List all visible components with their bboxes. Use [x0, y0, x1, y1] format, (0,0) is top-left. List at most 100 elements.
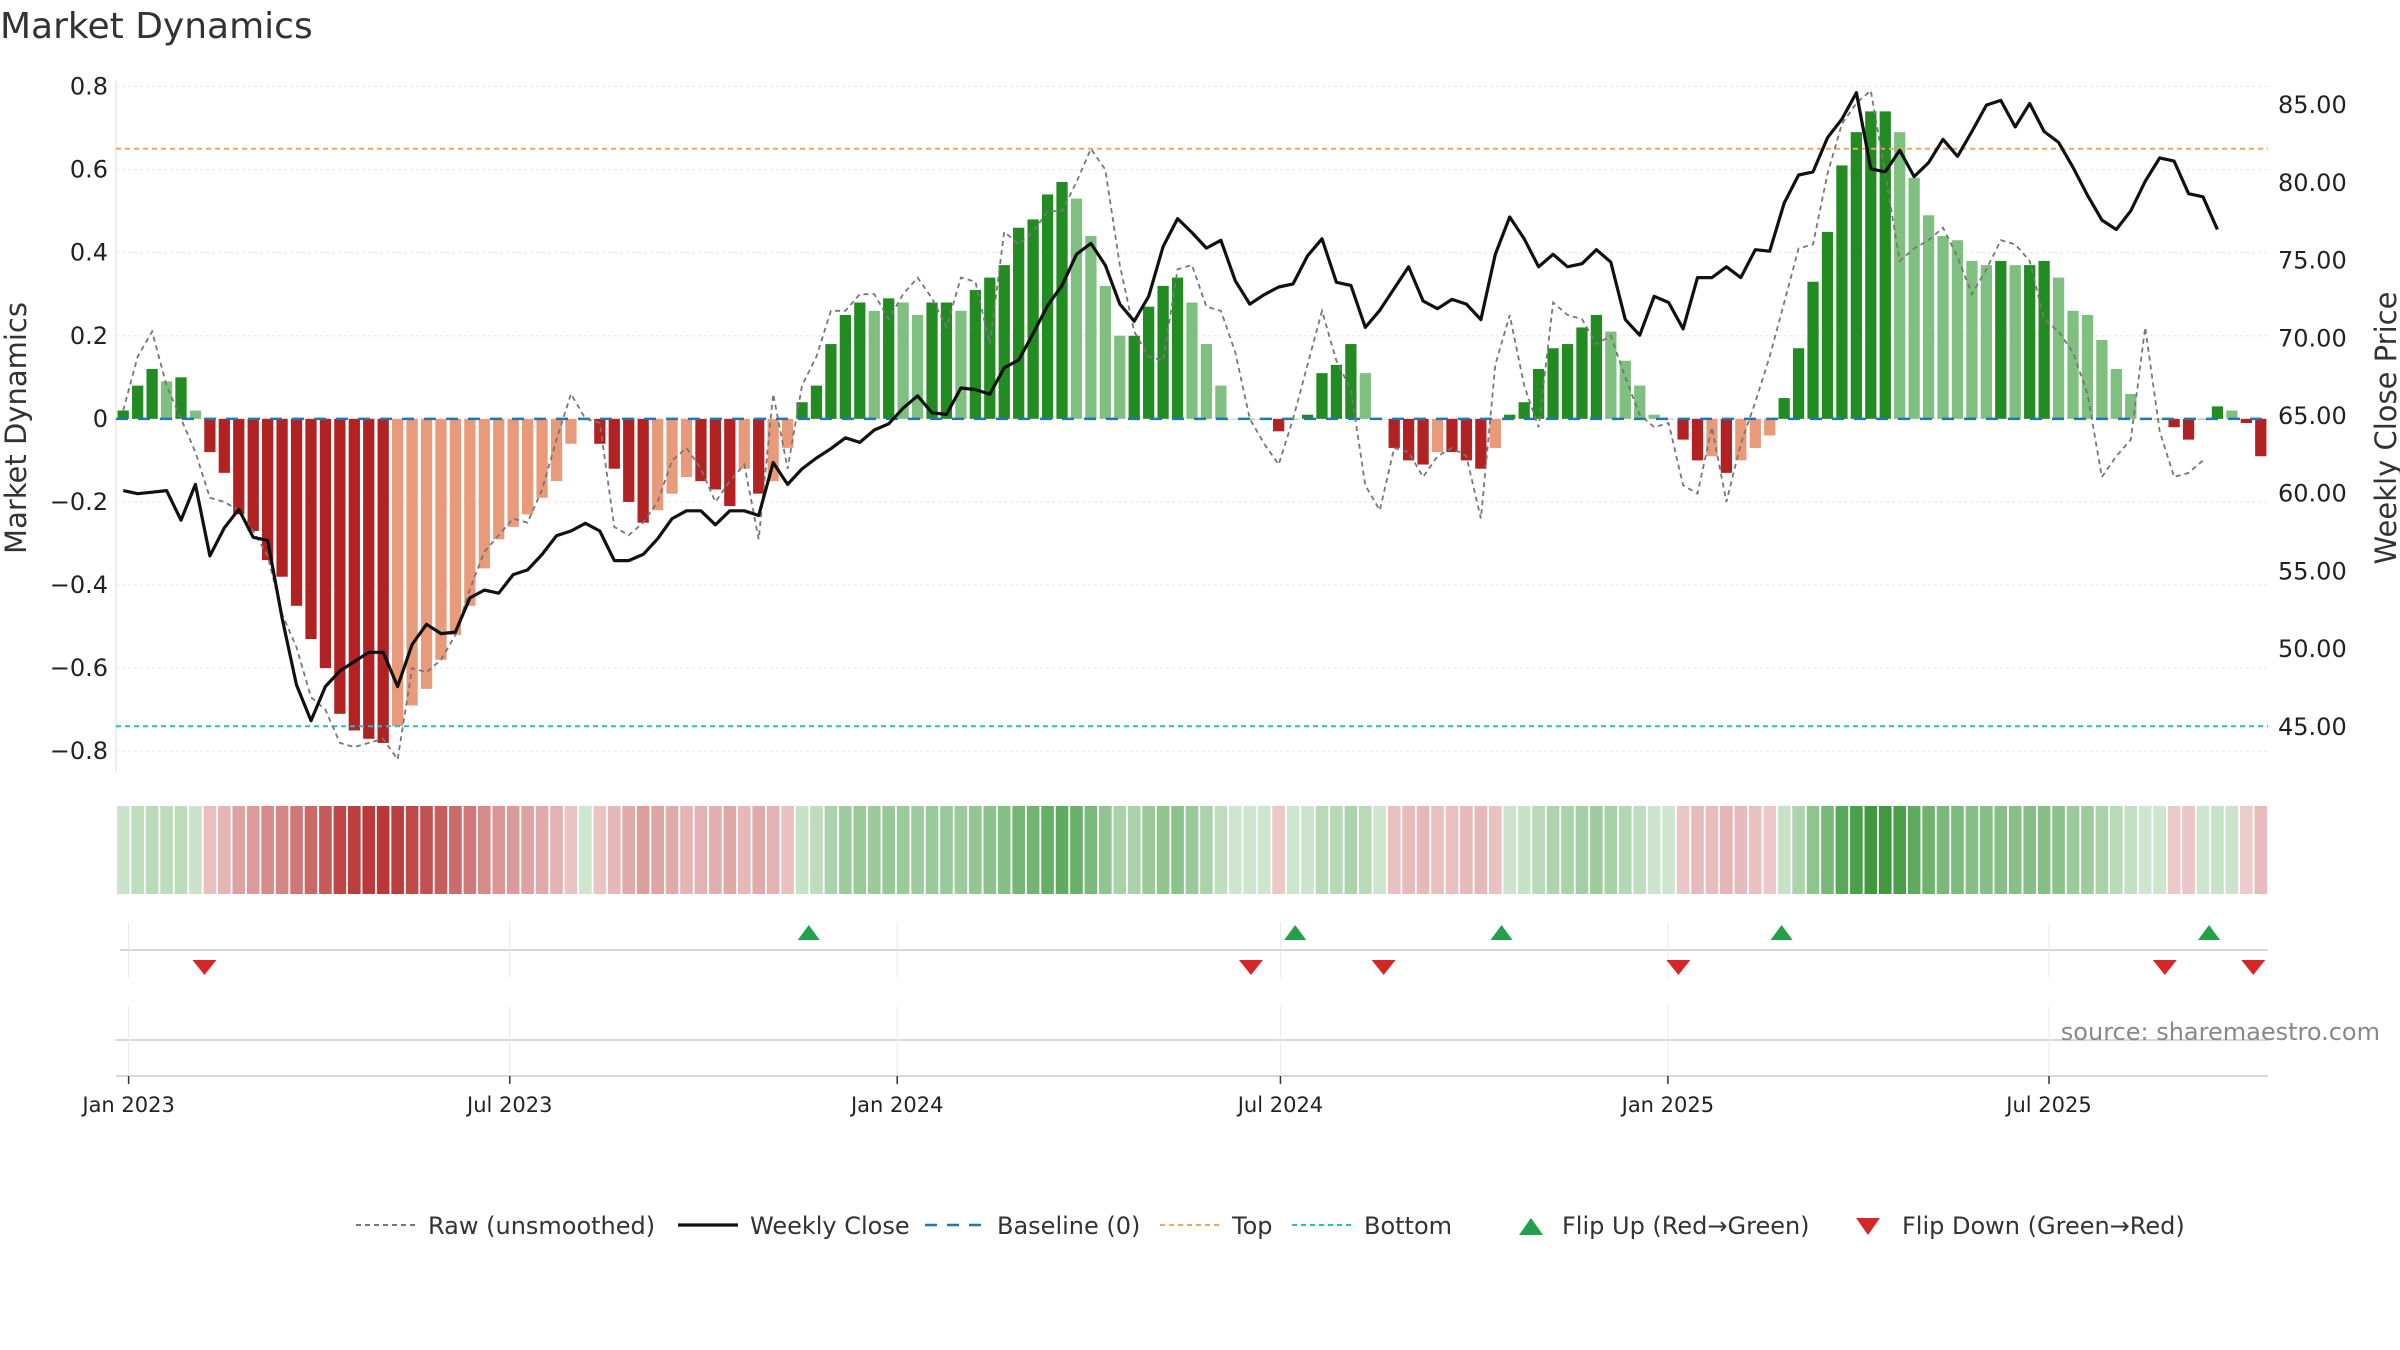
- left-tick-label: −0.2: [50, 488, 108, 516]
- dynamics-bar: [1301, 414, 1314, 419]
- regime-cell: [246, 806, 260, 894]
- dynamics-bar: [1475, 418, 1487, 469]
- regime-cell: [1503, 806, 1517, 894]
- regime-cell: [997, 806, 1011, 894]
- regime-cell: [2110, 806, 2123, 894]
- regime-cell: [189, 806, 202, 894]
- flip-up-marker: [797, 925, 820, 940]
- raw-unsmoothed-line: [122, 88, 2204, 762]
- right-axis-ticks: 85.00 80.00 75.00 70.00 65.00 60.00 55.00 50.00…: [2278, 91, 2347, 741]
- dynamics-bar: [1200, 344, 1213, 419]
- left-axis-ticks: 0.8 0.6 0.4 0.2 0 −0.2 −0.4 −0.6 −0.8: [50, 72, 108, 765]
- dynamics-bar: [348, 418, 360, 731]
- regime-cell: [1099, 806, 1112, 894]
- regime-cell: [651, 806, 664, 894]
- regime-cell: [434, 806, 448, 894]
- dynamics-bar: [233, 418, 245, 515]
- dynamics-bar: [334, 418, 346, 714]
- dynamics-bar: [1431, 418, 1444, 453]
- dynamics-bar: [608, 418, 620, 469]
- date-tick-label: Jul 2024: [1236, 1093, 1323, 1117]
- dynamics-bar: [1273, 418, 1285, 432]
- regime-cell: [709, 806, 722, 894]
- regime-cell: [174, 806, 188, 894]
- regime-cell: [1445, 806, 1459, 894]
- regime-cell: [506, 806, 520, 894]
- legend-swatch: [1856, 1218, 1880, 1235]
- dynamics-bar: [536, 418, 548, 498]
- right-tick-label: 45.00: [2278, 713, 2347, 741]
- regime-cell: [362, 806, 376, 894]
- regime-cell: [2196, 806, 2210, 894]
- dynamics-bar: [1518, 402, 1530, 419]
- regime-cell: [376, 806, 390, 894]
- regime-cell: [2008, 806, 2022, 894]
- regime-cell: [1951, 806, 1964, 894]
- dynamics-bar: [160, 381, 173, 419]
- dynamics-bar: [392, 418, 404, 727]
- regime-cell: [1416, 806, 1430, 894]
- regime-cell: [723, 806, 737, 894]
- dynamics-bar: [2038, 260, 2050, 419]
- dynamics-bar: [377, 418, 389, 743]
- right-tick-label: 60.00: [2278, 480, 2347, 508]
- dynamics-bar: [1966, 260, 1978, 419]
- dynamics-bar: [1908, 177, 1920, 419]
- dynamics-bar: [1619, 360, 1631, 419]
- dynamics-bar: [1590, 314, 1603, 419]
- dynamics-bar: [2067, 310, 2079, 419]
- dynamics-bar: [897, 302, 909, 419]
- regime-cell: [1171, 806, 1184, 894]
- regime-cell: [1185, 806, 1199, 894]
- dynamics-bar: [1345, 344, 1357, 419]
- regime-cell: [1705, 806, 1719, 894]
- regime-cell: [1980, 806, 1993, 894]
- regime-cell: [1055, 806, 1069, 894]
- regime-cell: [2138, 806, 2152, 894]
- dynamics-bar: [1980, 265, 1992, 419]
- regime-cell: [1734, 806, 1748, 894]
- dynamics-bar: [651, 418, 664, 511]
- flip-down-marker: [1238, 960, 1263, 975]
- regime-cell: [896, 806, 910, 894]
- dynamics-bar: [2168, 418, 2180, 428]
- right-axis-title: Weekly Close Price: [2369, 292, 2400, 565]
- legend-label: Flip Up (Red→Green): [1562, 1212, 1810, 1240]
- dynamics-bar: [1662, 418, 1675, 420]
- regime-cell: [2211, 806, 2224, 894]
- dynamics-bar: [1995, 260, 2007, 419]
- regime-cell: [810, 806, 823, 894]
- dynamics-bar: [940, 302, 953, 419]
- regime-strip: [116, 806, 2268, 894]
- regime-cell: [1142, 806, 1155, 894]
- dynamics-bar: [911, 314, 924, 419]
- dynamics-bar: [2024, 265, 2036, 419]
- dynamics-bar: [464, 418, 476, 606]
- regime-cell: [261, 806, 274, 894]
- dynamics-bar: [1764, 418, 1776, 436]
- regime-cell: [983, 806, 997, 894]
- regime-cell: [2023, 806, 2037, 894]
- dynamics-bar: [420, 418, 433, 689]
- weekly-close-line: [122, 91, 2219, 723]
- dynamics-bar: [1489, 418, 1501, 448]
- flip-down-marker: [2152, 960, 2177, 975]
- regime-cell: [232, 806, 246, 894]
- dynamics-bar: [565, 418, 577, 444]
- regime-cell: [911, 806, 924, 894]
- regime-cell: [116, 806, 130, 894]
- regime-cell: [1214, 806, 1228, 894]
- dynamics-bar: [1951, 240, 1964, 419]
- dynamics-bar: [1922, 215, 1935, 419]
- legend-swatch: [1519, 1218, 1543, 1235]
- regime-cell: [636, 806, 650, 894]
- regime-cell: [1200, 806, 1213, 894]
- dynamics-bar: [2125, 393, 2137, 419]
- regime-cell: [1720, 806, 1733, 894]
- legend-label: Top: [1231, 1212, 1273, 1240]
- regime-cell: [1575, 806, 1589, 894]
- regime-cell: [2037, 806, 2051, 894]
- dynamics-bar: [1576, 327, 1588, 419]
- regime-cell: [1012, 806, 1026, 894]
- dynamics-bar: [493, 418, 505, 540]
